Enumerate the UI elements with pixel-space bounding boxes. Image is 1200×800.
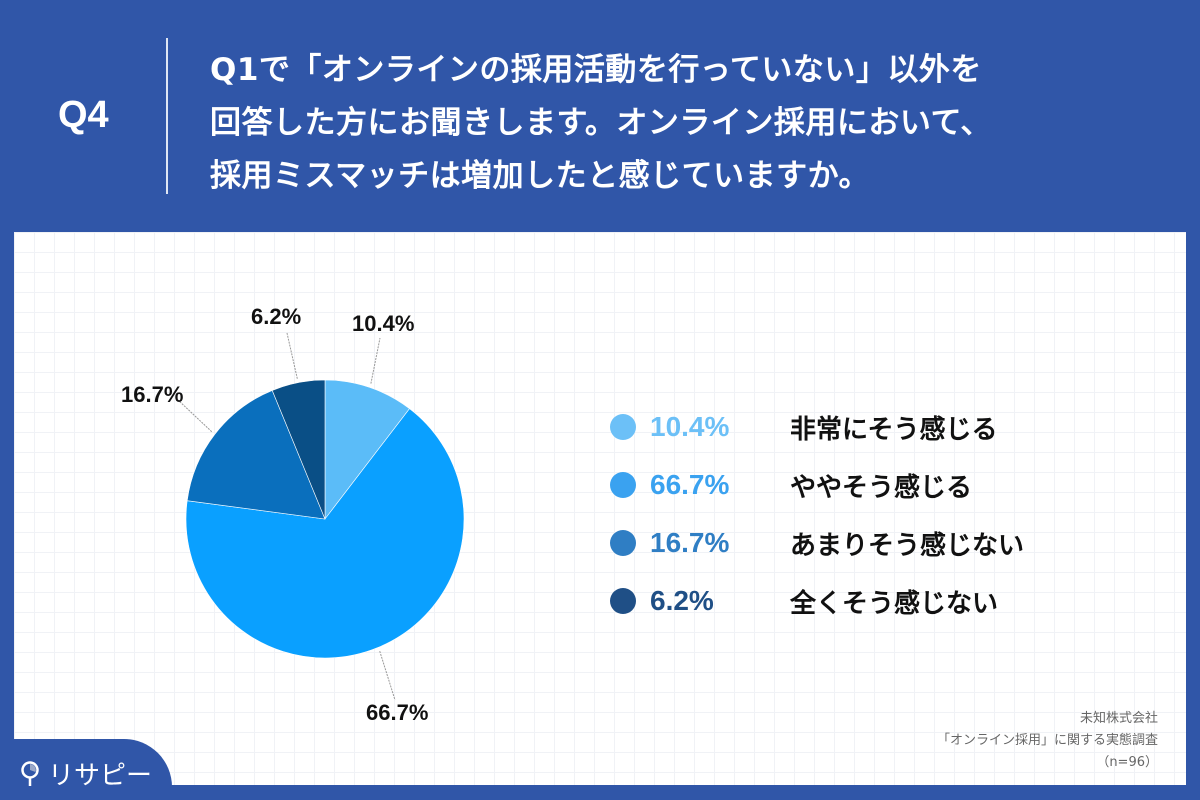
question-number: Q4 bbox=[58, 94, 109, 136]
legend-percent: 66.7% bbox=[650, 469, 730, 500]
map-pin-icon bbox=[21, 760, 39, 786]
question-line: Q1で「オンラインの採用活動を行っていない」以外を bbox=[210, 52, 982, 88]
header: Q4 Q1で「オンラインの採用活動を行っていない」以外を 回答した方にお聞きしま… bbox=[0, 0, 1200, 232]
source-note: 未知株式会社 「オンライン採用」に関する実態調査 （n=96） bbox=[937, 708, 1158, 774]
legend-item: 16.7% あまりそう感じない bbox=[610, 514, 1024, 572]
brand-logo: リサピー bbox=[20, 755, 152, 792]
legend-label: あまりそう感じない bbox=[790, 530, 1025, 561]
legend-label: 非常にそう感じる bbox=[790, 414, 998, 445]
legend-label: 全くそう感じない bbox=[790, 588, 999, 619]
leader-line bbox=[177, 399, 213, 433]
legend-percent: 10.4% bbox=[650, 411, 730, 442]
question-text: Q1で「オンラインの採用活動を行っていない」以外を 回答した方にお聞きします。オ… bbox=[210, 44, 992, 203]
source-survey: 「オンライン採用」に関する実態調査 bbox=[936, 733, 1158, 748]
chart-legend: 10.4% 非常にそう感じる 66.7% ややそう感じる 16.7% あまりそう… bbox=[610, 398, 1024, 630]
legend-percent: 16.7% bbox=[650, 527, 730, 558]
legend-dot-icon bbox=[610, 530, 636, 556]
leader-line bbox=[370, 337, 381, 384]
brand-name: リサピー bbox=[48, 761, 153, 791]
pie-slice bbox=[271, 379, 326, 520]
pie-label-slice-3: 16.7% bbox=[121, 382, 184, 407]
legend-label: ややそう感じる bbox=[790, 472, 973, 503]
pie-slice bbox=[185, 408, 465, 659]
header-divider bbox=[166, 38, 168, 194]
legend-item: 66.7% ややそう感じる bbox=[610, 456, 1024, 514]
source-company: 未知株式会社 bbox=[1079, 711, 1158, 726]
legend-percent: 6.2% bbox=[650, 585, 714, 616]
pie-label-slice-1: 10.4% bbox=[352, 311, 415, 336]
legend-item: 10.4% 非常にそう感じる bbox=[610, 398, 1024, 456]
pie-slice bbox=[324, 379, 410, 520]
pie-label-slice-4: 6.2% bbox=[251, 304, 302, 329]
question-line: 回答した方にお聞きします。オンライン採用において、 bbox=[210, 105, 992, 141]
legend-dot-icon bbox=[610, 414, 636, 440]
pie-label-slice-2: 66.7% bbox=[366, 700, 429, 725]
source-sample-size: （n=96） bbox=[1096, 755, 1158, 770]
legend-item: 6.2% 全くそう感じない bbox=[610, 572, 1024, 630]
leader-line bbox=[379, 650, 396, 701]
question-line: 採用ミスマッチは増加したと感じていますか。 bbox=[210, 158, 870, 194]
legend-dot-icon bbox=[610, 472, 636, 498]
logo-tab bbox=[0, 739, 172, 800]
pie-slice bbox=[186, 390, 326, 520]
legend-dot-icon bbox=[610, 588, 636, 614]
leader-line bbox=[286, 332, 298, 379]
